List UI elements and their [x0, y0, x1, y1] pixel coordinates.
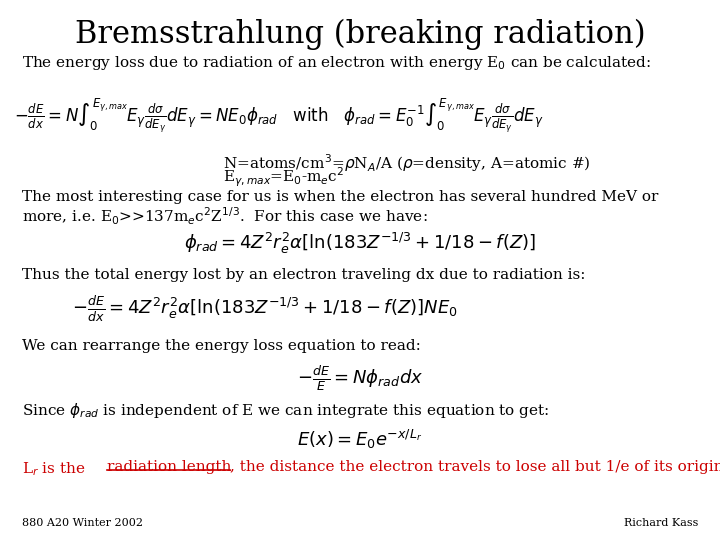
Text: $\phi_{rad} = 4Z^2r_e^2\alpha[\ln(183Z^{-1/3}+1/18-f(Z)]$: $\phi_{rad} = 4Z^2r_e^2\alpha[\ln(183Z^{…	[184, 231, 536, 256]
Text: 880 A20 Winter 2002: 880 A20 Winter 2002	[22, 518, 143, 528]
Text: $-\frac{dE}{dx} = 4Z^2r_e^2\alpha[\ln(183Z^{-1/3}+1/18-f(Z)]NE_0$: $-\frac{dE}{dx} = 4Z^2r_e^2\alpha[\ln(18…	[72, 294, 458, 324]
Text: $E(x) = E_0e^{-x/L_r}$: $E(x) = E_0e^{-x/L_r}$	[297, 428, 423, 451]
Text: Thus the total energy lost by an electron traveling dx due to radiation is:: Thus the total energy lost by an electro…	[22, 268, 585, 282]
Text: N=atoms/cm$^3$=$\rho$N$_A$/A ($\rho$=density, A=atomic #): N=atoms/cm$^3$=$\rho$N$_A$/A ($\rho$=den…	[223, 152, 591, 174]
Text: $-\frac{dE}{dx} = N\int_0^{E_{\gamma,max}} E_\gamma \frac{d\sigma}{dE_\gamma}dE_: $-\frac{dE}{dx} = N\int_0^{E_{\gamma,max…	[14, 96, 544, 135]
Text: Since $\phi_{rad}$ is independent of E we can integrate this equation to get:: Since $\phi_{rad}$ is independent of E w…	[22, 401, 549, 420]
Text: The energy loss due to radiation of an electron with energy E$_0$ can be calcula: The energy loss due to radiation of an e…	[22, 54, 651, 72]
Text: E$_{\gamma,max}$=E$_0$-m$_e$c$^2$: E$_{\gamma,max}$=E$_0$-m$_e$c$^2$	[223, 166, 344, 189]
Text: We can rearrange the energy loss equation to read:: We can rearrange the energy loss equatio…	[22, 339, 420, 353]
Text: radiation length: radiation length	[107, 460, 231, 474]
Text: L$_r$ is the: L$_r$ is the	[22, 460, 86, 478]
Text: $-\frac{dE}{E} = N\phi_{rad}dx$: $-\frac{dE}{E} = N\phi_{rad}dx$	[297, 364, 423, 393]
Text: Bremsstrahlung (breaking radiation): Bremsstrahlung (breaking radiation)	[75, 19, 645, 50]
Text: Richard Kass: Richard Kass	[624, 518, 698, 528]
Text: more, i.e. E$_0$>>137m$_e$c$^2$Z$^{1/3}$.  For this case we have:: more, i.e. E$_0$>>137m$_e$c$^2$Z$^{1/3}$…	[22, 205, 427, 227]
Text: The most interesting case for us is when the electron has several hundred MeV or: The most interesting case for us is when…	[22, 190, 658, 204]
Text: , the distance the electron travels to lose all but 1/e of its original energy.: , the distance the electron travels to l…	[230, 460, 720, 474]
